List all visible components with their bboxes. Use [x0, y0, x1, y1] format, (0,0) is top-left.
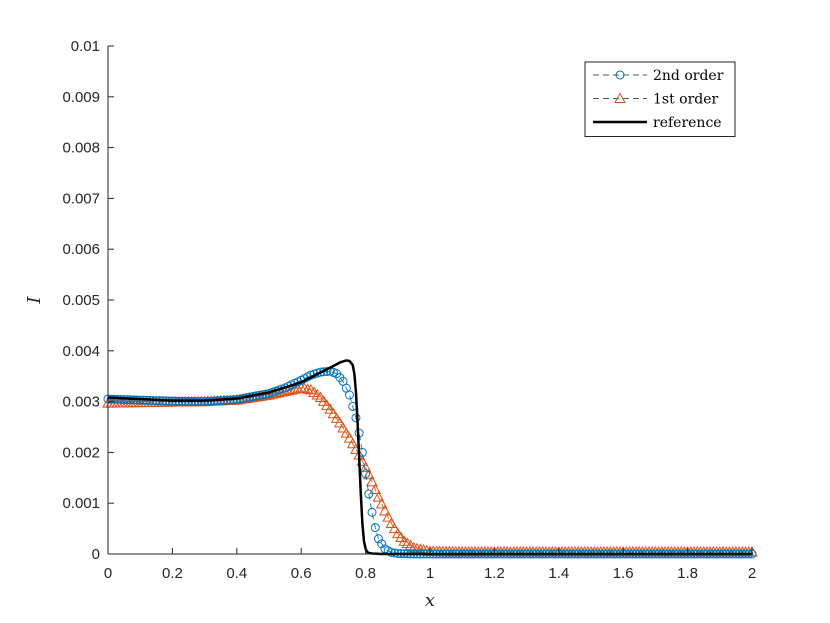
legend-label: reference — [653, 115, 722, 131]
series-line-reference — [107, 359, 752, 556]
y-tick-label: 0 — [92, 546, 100, 563]
x-tick-label: 1.4 — [548, 565, 569, 582]
data-point — [106, 394, 116, 404]
y-tick-label: 0.008 — [62, 140, 100, 157]
x-tick-label: 0.8 — [355, 565, 376, 582]
data-point — [379, 504, 391, 516]
data-point — [343, 432, 356, 443]
x-tick-label: 1.6 — [613, 565, 634, 582]
data-point — [295, 381, 308, 393]
data-point — [377, 539, 387, 549]
series-markers-1st-order — [102, 381, 758, 557]
data-point — [340, 427, 353, 438]
y-tick-label: 0.005 — [62, 292, 100, 309]
x-tick-label: 0.2 — [162, 565, 183, 582]
data-point — [359, 461, 372, 473]
x-tick-label: 1.8 — [677, 565, 698, 582]
data-point — [372, 491, 385, 502]
data-point — [361, 469, 371, 479]
y-tick-label: 0.004 — [62, 343, 100, 360]
data-point — [345, 390, 354, 400]
legend-label: 2nd order — [653, 68, 724, 84]
data-point — [388, 522, 401, 534]
y-tick-label: 0.002 — [62, 444, 100, 461]
data-point — [375, 497, 388, 509]
legend-entry: 1st order — [593, 92, 719, 108]
x-tick-label: 1.2 — [484, 565, 505, 582]
data-point — [370, 523, 380, 533]
data-point — [367, 507, 377, 517]
x-tick-label: 2 — [748, 565, 756, 582]
data-point — [382, 511, 394, 522]
data-point — [385, 517, 398, 529]
data-point — [369, 483, 382, 494]
y-tick-label: 0.006 — [62, 241, 100, 258]
data-point — [386, 547, 396, 557]
legend-entry: 2nd order — [593, 68, 724, 84]
y-axis-label: I — [24, 296, 45, 305]
data-point — [330, 412, 343, 423]
data-point — [324, 403, 337, 414]
y-tick-label: 0.01 — [71, 38, 100, 55]
x-tick-label: 0 — [104, 565, 112, 582]
data-point — [292, 382, 304, 394]
x-axis-label: x — [425, 590, 435, 611]
axes: 0 0.2 0.4 0.6 0.8 1 1.2 1.4 1.6 1.8 2 0 0.001 0.002 0.… — [24, 38, 756, 611]
data-point — [364, 489, 374, 499]
series-line-1st-order — [107, 387, 752, 553]
data-point — [337, 421, 349, 433]
series-markers-2nd-order — [103, 366, 757, 559]
data-point — [301, 383, 314, 394]
legend-marker — [614, 92, 626, 103]
data-point — [373, 534, 383, 544]
data-point — [411, 542, 423, 554]
legend-entry: reference — [593, 115, 722, 131]
data-point — [333, 416, 346, 428]
data-point — [316, 367, 326, 377]
legend-box — [584, 61, 736, 137]
x-tick-label: 0.6 — [291, 565, 312, 582]
legend: 2nd order 1st order reference — [584, 61, 736, 137]
y-tick-label: 0.001 — [62, 495, 100, 512]
legend-label: 1st order — [653, 92, 719, 108]
data-point — [298, 382, 311, 394]
legend-marker — [615, 70, 625, 80]
data-point — [362, 468, 375, 480]
plot-marks — [102, 359, 758, 559]
x-tick-label: 0.4 — [226, 565, 247, 582]
y-tick-label: 0.007 — [62, 190, 100, 207]
y-tick-label: 0.003 — [62, 394, 100, 411]
y-tick-label: 0.009 — [62, 89, 100, 106]
x-tick-label: 1 — [426, 565, 434, 582]
data-point — [346, 437, 359, 449]
data-point — [366, 475, 378, 487]
data-point — [327, 407, 340, 419]
